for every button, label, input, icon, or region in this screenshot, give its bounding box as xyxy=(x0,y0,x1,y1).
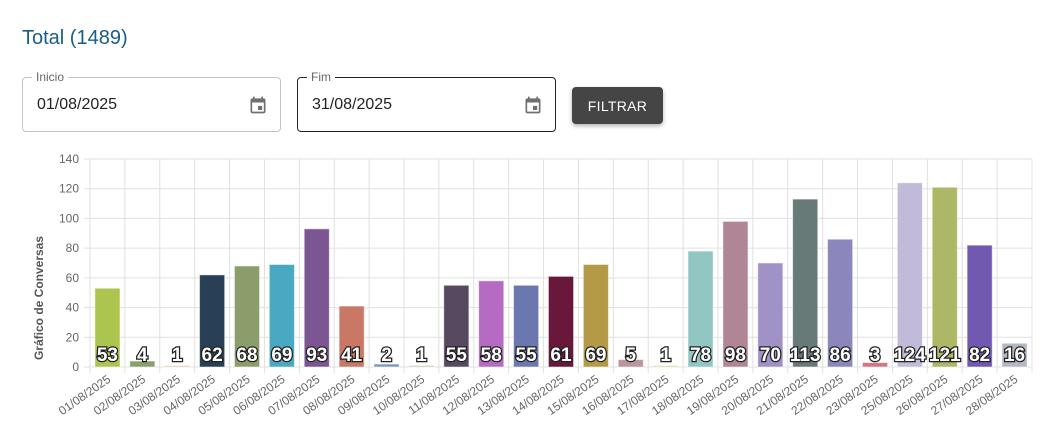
y-axis-ticks: 0 20 40 60 80 100 120 140 xyxy=(59,152,79,374)
bar[interactable] xyxy=(966,244,993,368)
bar[interactable] xyxy=(652,365,679,368)
bar-value-label: 55 xyxy=(446,345,468,366)
start-date-value[interactable]: 01/08/2025 xyxy=(37,96,118,113)
start-date-label: Inicio xyxy=(32,70,69,84)
bar-value-label: 5 xyxy=(625,345,636,366)
total-title: Total (1489) xyxy=(22,27,128,49)
bar-value-label: 1 xyxy=(660,345,671,366)
bar[interactable] xyxy=(129,360,156,368)
bar[interactable] xyxy=(861,362,889,368)
y-tick-label: 40 xyxy=(66,301,80,315)
chart-bars xyxy=(94,182,1028,368)
bar[interactable] xyxy=(164,365,191,368)
bar-value-label: 2 xyxy=(381,345,392,366)
y-tick-label: 20 xyxy=(66,330,80,344)
calendar-icon[interactable] xyxy=(523,95,543,115)
bar[interactable] xyxy=(687,250,714,368)
bar[interactable] xyxy=(443,284,470,368)
bar-value-label: 69 xyxy=(271,345,292,366)
bar[interactable] xyxy=(303,228,330,368)
bar-value-label: 53 xyxy=(97,345,118,366)
end-date-label: Fim xyxy=(307,70,335,84)
bar[interactable] xyxy=(338,305,365,368)
bar-value-label: 4 xyxy=(137,345,148,366)
y-tick-label: 80 xyxy=(66,241,80,255)
bar-value-label: 16 xyxy=(1004,345,1025,366)
end-date-field[interactable]: Fim 31/08/2025 xyxy=(297,70,556,132)
bar-value-label: 1 xyxy=(416,345,427,366)
bar[interactable] xyxy=(268,263,295,368)
bar[interactable] xyxy=(478,280,505,368)
bar[interactable] xyxy=(373,363,400,368)
bar[interactable] xyxy=(408,365,435,368)
chart-grid xyxy=(84,158,1033,373)
bar-value-label: 113 xyxy=(790,345,821,366)
bar-value-label: 86 xyxy=(830,345,851,366)
bar[interactable] xyxy=(722,220,749,368)
bar[interactable] xyxy=(1001,342,1028,368)
bar-value-label: 70 xyxy=(760,345,781,366)
bar[interactable] xyxy=(199,274,226,368)
bar-value-label: 58 xyxy=(481,345,502,366)
y-tick-label: 100 xyxy=(59,211,79,225)
bar-value-label: 78 xyxy=(690,345,711,366)
bar[interactable] xyxy=(931,186,958,368)
bar-value-label: 93 xyxy=(306,345,327,366)
bar[interactable] xyxy=(513,284,540,368)
bar-value-label: 41 xyxy=(341,345,363,366)
x-axis-ticks: 01/08/202502/08/202503/08/202504/08/2025… xyxy=(56,372,1021,418)
conversations-bar-chart: 53 4 1 62 68 69 93 41 2 1 55 58 55 61 69 5 1 78 98 70 113 86 3… xyxy=(32,152,1033,418)
start-date-field[interactable]: Inicio 01/08/2025 xyxy=(22,70,281,132)
bar-value-label: 55 xyxy=(516,345,538,366)
bar-value-label: 82 xyxy=(969,345,990,366)
bar[interactable] xyxy=(582,263,609,368)
calendar-icon[interactable] xyxy=(248,95,268,115)
y-tick-label: 0 xyxy=(72,360,79,374)
bar-value-label: 62 xyxy=(202,345,223,366)
bar-value-label: 121 xyxy=(929,345,961,366)
bar-value-label: 98 xyxy=(725,345,746,366)
bar[interactable] xyxy=(233,265,261,368)
bar[interactable] xyxy=(617,359,644,368)
bar[interactable] xyxy=(896,182,923,368)
bar-value-label: 3 xyxy=(870,345,881,366)
y-tick-label: 140 xyxy=(59,152,79,166)
filter-button[interactable]: FILTRAR xyxy=(572,87,663,124)
bar[interactable] xyxy=(792,198,819,368)
y-tick-label: 60 xyxy=(66,271,80,285)
bar-value-label: 124 xyxy=(894,345,926,366)
chart-data-labels: 53 4 1 62 68 69 93 41 2 1 55 58 55 61 69 5 1 78 98 70 113 86 3… xyxy=(96,344,1027,368)
y-axis-label: Gráfico de Conversas xyxy=(32,236,46,360)
bar[interactable] xyxy=(94,287,121,368)
bar-value-label: 68 xyxy=(236,345,257,366)
bar[interactable] xyxy=(547,275,575,368)
bar[interactable] xyxy=(757,262,784,368)
end-date-value[interactable]: 31/08/2025 xyxy=(312,96,393,113)
bar-value-label: 1 xyxy=(172,345,183,366)
y-tick-label: 120 xyxy=(59,182,79,196)
bar-value-label: 61 xyxy=(550,345,572,366)
bar-value-label: 69 xyxy=(585,345,606,366)
bar[interactable] xyxy=(827,238,854,368)
